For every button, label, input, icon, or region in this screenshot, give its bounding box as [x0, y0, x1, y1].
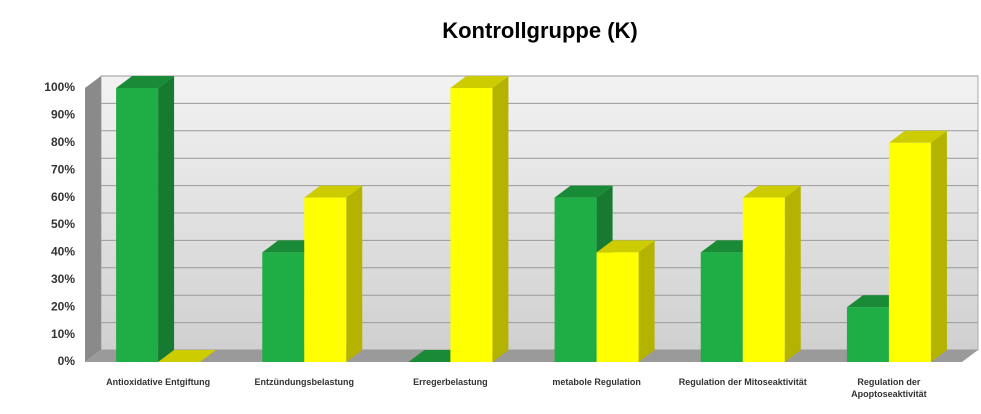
y-tick-label: 40% [51, 245, 75, 259]
bar [596, 252, 639, 362]
y-tick-label: 90% [51, 108, 75, 122]
bar [116, 88, 159, 362]
bar [554, 197, 597, 362]
y-tick-label: 10% [51, 327, 75, 341]
bar-side [492, 76, 509, 362]
bar-side [930, 130, 947, 362]
bar-top [742, 185, 801, 198]
y-tick-label: 80% [51, 135, 75, 149]
x-tick-label: Regulation der Apoptoseaktivität [851, 377, 927, 399]
x-tick-label: Antioxidative Entgiftung [106, 377, 211, 387]
bar [742, 197, 785, 362]
bar [450, 88, 493, 362]
bar-top [304, 185, 363, 198]
bar-top [596, 240, 655, 253]
y-tick-label: 50% [51, 217, 75, 231]
y-tick-label: 30% [51, 272, 75, 286]
bar [262, 252, 305, 362]
y-tick-label: 0% [58, 354, 76, 368]
bar-side [158, 76, 175, 362]
chart-title: Kontrollgruppe (K) [442, 18, 638, 43]
bar-side [346, 185, 363, 362]
bar-top [554, 185, 613, 198]
y-tick-label: 100% [44, 80, 75, 94]
y-tick-label: 70% [51, 162, 75, 176]
bar-side [784, 185, 801, 362]
x-tick-label: Entzündungsbelastung [254, 377, 355, 387]
x-tick-label: Regulation der Mitoseaktivität [678, 377, 807, 387]
bar [846, 307, 889, 362]
bar-top [450, 76, 509, 88]
x-tick-label: metabole Regulation [552, 377, 641, 387]
floor [85, 350, 978, 362]
bar [888, 142, 931, 362]
bar-top [158, 350, 217, 362]
x-tick-label: Erregerbelastung [413, 377, 488, 387]
bar [304, 197, 347, 362]
y-tick-label: 60% [51, 190, 75, 204]
bar [700, 252, 743, 362]
y-tick-label: 20% [51, 299, 75, 313]
side-wall [85, 76, 101, 362]
bar-side [638, 240, 655, 362]
bar-top [116, 76, 175, 88]
bar-top [888, 130, 947, 143]
